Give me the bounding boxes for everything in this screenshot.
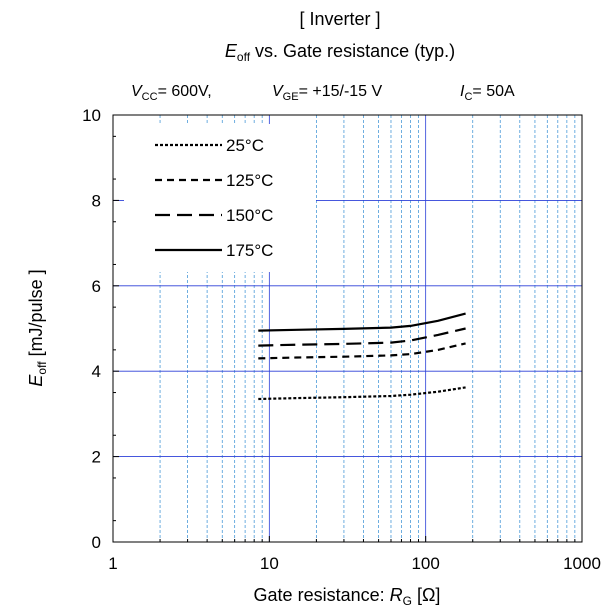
legend-label: 150°C — [226, 206, 273, 225]
grid — [113, 115, 582, 542]
legend-label: 25°C — [226, 136, 264, 155]
chart-title: [ Inverter ] — [299, 9, 380, 29]
plot-frame — [112, 114, 583, 543]
series-line — [258, 386, 466, 401]
tick-labels: 1 10 100 1000 0 2 4 6 8 10 — [82, 106, 601, 573]
y-tick-label: 8 — [92, 191, 101, 210]
x-tick-label: 100 — [411, 554, 439, 573]
y-tick-label: 6 — [92, 277, 101, 296]
series-layer — [258, 312, 466, 401]
axis-ticks — [112, 114, 576, 543]
condition-ic: IC= 50A — [460, 83, 515, 103]
series-line — [258, 312, 466, 332]
y-axis-label: Eoff [mJ/pulse ] — [26, 269, 49, 386]
subtitle-rest: vs. Gate resistance (typ.) — [250, 41, 455, 61]
y-tick-label: 4 — [92, 362, 101, 381]
legend-label: 125°C — [226, 171, 273, 190]
y-tick-label: 2 — [92, 448, 101, 467]
legend: 25°C 125°C 150°C 175°C — [155, 136, 273, 260]
subtitle-e: E — [225, 41, 238, 61]
x-axis-label: Gate resistance: RG [Ω] — [254, 585, 441, 608]
subtitle-e-sub: off — [237, 50, 251, 64]
series-line — [258, 342, 466, 360]
x-tick-label: 1 — [108, 554, 117, 573]
legend-label: 175°C — [226, 241, 273, 260]
x-tick-label: 1000 — [563, 554, 601, 573]
condition-vge: VGE= +15/-15 V — [272, 83, 383, 103]
x-tick-label: 10 — [260, 554, 279, 573]
y-tick-label: 0 — [92, 533, 101, 552]
legend-background — [124, 124, 316, 272]
series-line — [258, 327, 466, 347]
y-tick-label: 10 — [82, 106, 101, 125]
condition-vcc: VCC= 600V, — [131, 83, 212, 103]
chart-subtitle: Eoff vs. Gate resistance (typ.) — [225, 41, 455, 64]
